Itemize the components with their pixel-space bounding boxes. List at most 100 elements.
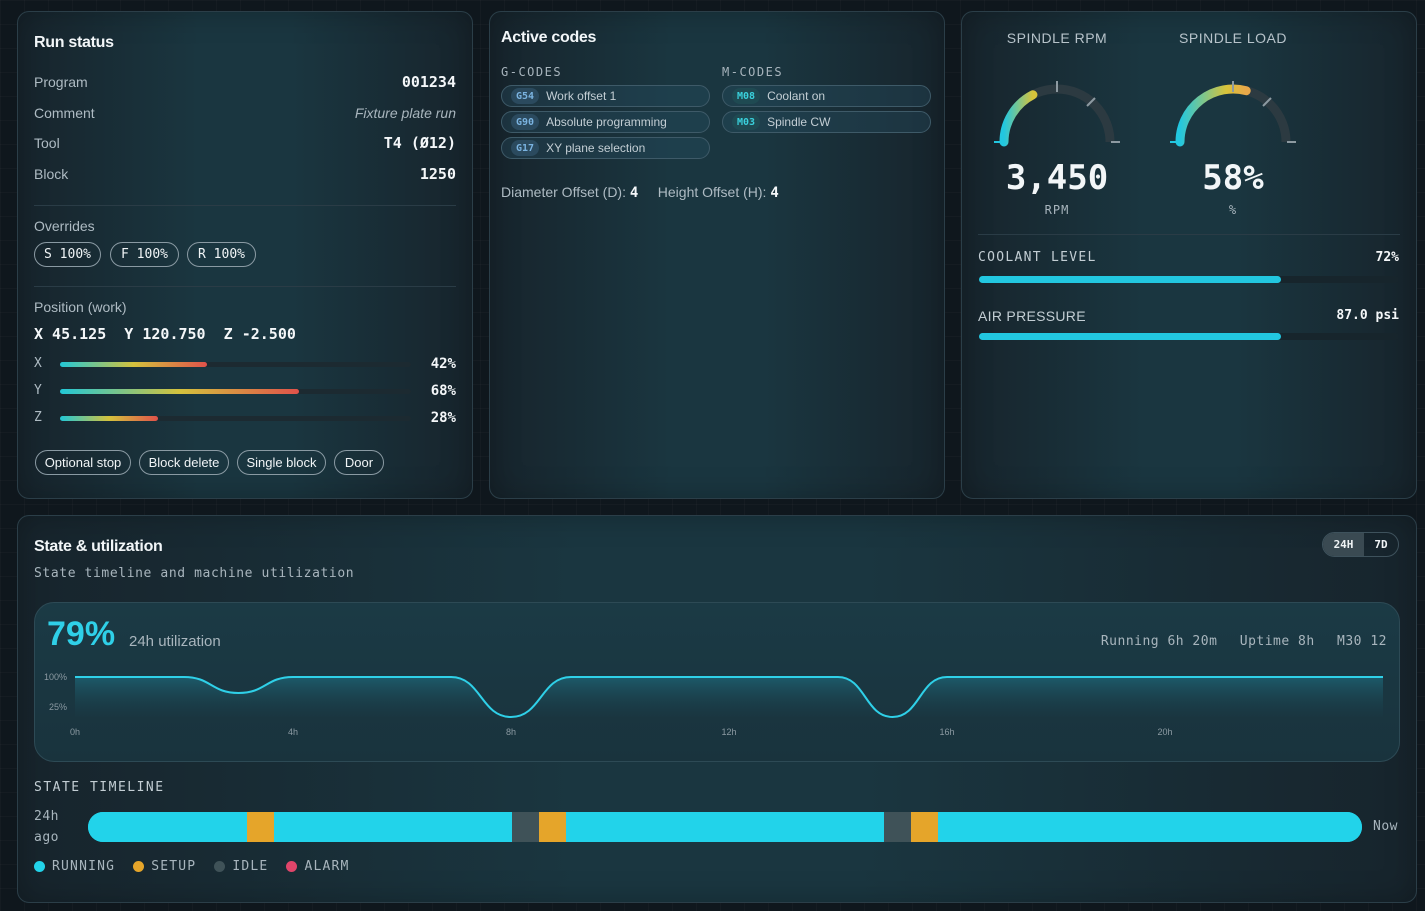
coolant-level-fill — [979, 276, 1282, 283]
axis-x-track — [60, 362, 411, 367]
spindle-panel: SPINDLE RPM 3,450 RPM SPINDLE LOAD 58% %… — [961, 11, 1417, 499]
g-code-desc: Work offset 1 — [546, 89, 617, 103]
legend-alarm: ALARM — [286, 859, 349, 874]
timeline-segment-idle[interactable] — [512, 812, 539, 842]
m-code-desc: Coolant on — [767, 89, 826, 103]
legend-dot — [214, 861, 226, 872]
legend-idle: IDLE — [214, 859, 268, 874]
utilization-line — [75, 676, 1383, 719]
m-codes-heading: M-CODES — [722, 65, 784, 79]
state-subtitle: State timeline and machine utilization — [34, 566, 355, 581]
legend-dot — [286, 861, 298, 872]
range-24h-button[interactable]: 24H — [1323, 533, 1364, 556]
axis-z-track — [60, 416, 411, 421]
position-label: Position (work) — [34, 299, 127, 315]
spindle-rpm-value: 3,450 — [1005, 158, 1109, 198]
timeline-segment-setup[interactable] — [538, 812, 566, 842]
load-gauge-track — [1175, 84, 1291, 143]
x-tick-label: 12h — [721, 727, 736, 737]
position-readout: X 45.125 Y 120.750 Z -2.500 — [34, 325, 296, 343]
rpm-gauge-fill — [999, 90, 1038, 147]
axis-x-label: X — [34, 356, 42, 371]
coolant-level-value: 72% — [1375, 250, 1399, 265]
timeline-end-label: Now — [1373, 819, 1398, 834]
x-tick-label: 20h — [1157, 727, 1172, 737]
spindle-load-gauge — [1170, 81, 1296, 147]
m-code-tag: M03 — [732, 114, 761, 130]
axis-z-label: Z — [34, 410, 42, 425]
utilization-value: 79% — [47, 615, 116, 653]
legend-label: ALARM — [304, 859, 350, 874]
g-code-item[interactable]: G90 Absolute programming — [501, 111, 710, 133]
comment-label: Comment — [34, 105, 95, 121]
m-code-item[interactable]: M08 Coolant on — [722, 85, 931, 107]
timeline-segment-idle[interactable] — [884, 812, 911, 842]
g-code-tag: G90 — [511, 114, 540, 130]
timeline-segment-setup[interactable] — [247, 812, 274, 842]
range-toggle: 24H 7D — [1322, 532, 1399, 557]
air-pressure-track — [979, 333, 1399, 340]
state-legend: RUNNING SETUP IDLE ALARM — [34, 859, 368, 874]
timeline-segment-running[interactable] — [88, 812, 248, 842]
diameter-offset-value: 4 — [629, 185, 639, 201]
spindle-load-unit: % — [1228, 203, 1238, 217]
utilization-area — [75, 677, 1383, 717]
legend-dot — [34, 861, 45, 872]
timeline-segment-running[interactable] — [565, 812, 885, 842]
state-title: State & utilization — [34, 538, 163, 555]
state-timeline-bar[interactable] — [88, 812, 1362, 842]
g-code-tag: G17 — [511, 140, 540, 156]
tool-value: T4 (Ø12) — [383, 134, 456, 152]
rpm-gauge-track — [999, 84, 1115, 143]
g-code-item[interactable]: G17 XY plane selection — [501, 137, 710, 159]
m-code-tag: M08 — [732, 88, 761, 104]
timeline-segment-running[interactable] — [937, 812, 1362, 842]
y-tick-label: 25% — [49, 702, 67, 712]
feed-override-chip[interactable]: F 100% — [110, 242, 179, 267]
spindle-override-chip[interactable]: S 100% — [34, 242, 101, 267]
utilization-stats: Running 6h 20m Uptime 8h M30 12 — [1087, 634, 1387, 649]
coolant-level-label: COOLANT LEVEL — [978, 250, 1097, 265]
axis-x-percent: 42% — [430, 356, 456, 372]
range-7d-button[interactable]: 7D — [1374, 538, 1388, 551]
running-stat: Running 6h 20m — [1100, 634, 1218, 649]
g-code-item[interactable]: G54 Work offset 1 — [501, 85, 710, 107]
axis-y-fill — [60, 389, 299, 394]
overrides-label: Overrides — [34, 218, 95, 234]
timeline-segment-running[interactable] — [274, 812, 513, 842]
g-code-desc: XY plane selection — [546, 141, 646, 155]
tool-offsets: Diameter Offset (D): 4 Height Offset (H)… — [501, 184, 779, 201]
spindle-rpm-unit: RPM — [1044, 203, 1070, 217]
active-codes-title: Active codes — [501, 29, 597, 46]
utilization-card: 79% 24h utilization Running 6h 20m Uptim… — [34, 602, 1400, 762]
x-tick-label: 0h — [70, 727, 80, 737]
state-timeline-heading: STATE TIMELINE — [34, 780, 165, 795]
timeline-segment-setup[interactable] — [911, 812, 938, 842]
block-delete-toggle[interactable]: Block delete — [139, 450, 229, 475]
utilization-chart: 100% 25% 0h 4h 8h 12h 16h 20h — [44, 672, 1383, 737]
x-tick-label: 8h — [506, 727, 516, 737]
block-label: Block — [34, 166, 69, 182]
load-tick — [1262, 97, 1272, 107]
x-tick-label: 4h — [288, 727, 298, 737]
spindle-load-value: 58% — [1202, 158, 1264, 198]
m-code-item[interactable]: M03 Spindle CW — [722, 111, 931, 133]
g-code-desc: Absolute programming — [546, 115, 667, 129]
single-block-toggle[interactable]: Single block — [237, 450, 326, 475]
air-pressure-value: 87.0 psi — [1336, 308, 1399, 323]
spindle-load-label: SPINDLE LOAD — [1179, 30, 1287, 46]
rpm-tick — [1086, 97, 1096, 107]
spindle-rpm-label: SPINDLE RPM — [1006, 30, 1108, 46]
axis-z-row: Z 28% — [34, 410, 456, 428]
height-offset-value: 4 — [770, 185, 779, 201]
active-codes-panel: Active codes G-CODES M-CODES G54 Work of… — [489, 11, 945, 499]
legend-setup: SETUP — [133, 859, 196, 874]
spindle-rpm-gauge — [994, 81, 1120, 147]
divider — [978, 234, 1400, 235]
rapid-override-chip[interactable]: R 100% — [187, 242, 256, 267]
door-toggle[interactable]: Door — [334, 450, 384, 475]
optional-stop-toggle[interactable]: Optional stop — [35, 450, 131, 475]
axis-x-row: X 42% — [34, 356, 456, 374]
uptime-stat: Uptime 8h — [1239, 634, 1315, 649]
utilization-label: 24h utilization — [129, 633, 221, 650]
